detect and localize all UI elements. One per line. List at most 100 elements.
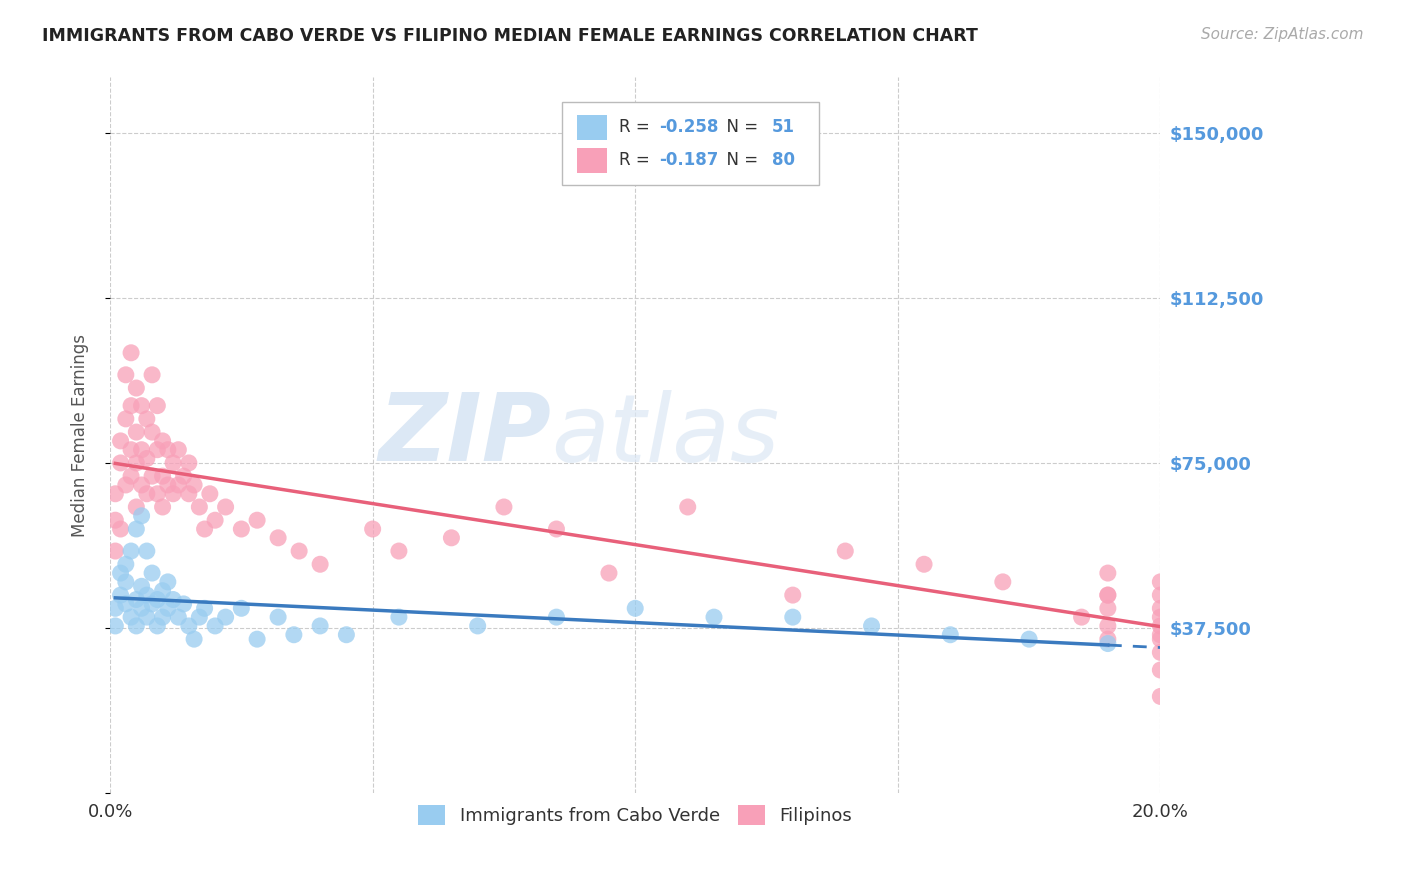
Point xyxy=(309,558,332,572)
Point xyxy=(676,500,699,514)
Point xyxy=(131,399,153,413)
FancyBboxPatch shape xyxy=(578,147,607,173)
Point xyxy=(440,531,463,545)
Point xyxy=(167,610,190,624)
Point xyxy=(131,478,153,492)
Point xyxy=(183,478,205,492)
Point xyxy=(173,597,195,611)
Point xyxy=(177,619,200,633)
Point xyxy=(1149,632,1171,647)
Point xyxy=(267,610,290,624)
Text: IMMIGRANTS FROM CABO VERDE VS FILIPINO MEDIAN FEMALE EARNINGS CORRELATION CHART: IMMIGRANTS FROM CABO VERDE VS FILIPINO M… xyxy=(42,27,979,45)
Point xyxy=(912,558,935,572)
Point xyxy=(388,610,411,624)
Point xyxy=(131,601,153,615)
Point xyxy=(104,513,127,527)
Point xyxy=(782,588,804,602)
Point xyxy=(624,601,647,615)
Point xyxy=(114,478,136,492)
Point xyxy=(204,619,226,633)
FancyBboxPatch shape xyxy=(578,115,607,140)
Point xyxy=(141,469,163,483)
Point xyxy=(267,531,290,545)
Point xyxy=(231,601,253,615)
Point xyxy=(288,544,311,558)
Point xyxy=(183,632,205,647)
Point xyxy=(141,597,163,611)
Point xyxy=(135,487,157,501)
Point xyxy=(1149,588,1171,602)
Point xyxy=(152,583,174,598)
Point xyxy=(167,442,190,457)
Point xyxy=(135,544,157,558)
Text: atlas: atlas xyxy=(551,390,779,481)
Text: -0.258: -0.258 xyxy=(659,119,718,136)
Point xyxy=(204,513,226,527)
Point xyxy=(125,425,148,439)
Y-axis label: Median Female Earnings: Median Female Earnings xyxy=(72,334,89,537)
Point xyxy=(1097,588,1119,602)
Point xyxy=(135,610,157,624)
Point xyxy=(135,412,157,426)
Point xyxy=(152,500,174,514)
Point xyxy=(1149,645,1171,659)
Point xyxy=(939,628,962,642)
Point xyxy=(152,610,174,624)
Point xyxy=(834,544,856,558)
Point xyxy=(120,346,142,360)
Legend: Immigrants from Cabo Verde, Filipinos: Immigrants from Cabo Verde, Filipinos xyxy=(409,796,862,834)
Point xyxy=(146,487,169,501)
Point xyxy=(162,487,184,501)
Point xyxy=(114,574,136,589)
Text: N =: N = xyxy=(716,119,763,136)
Point xyxy=(1149,619,1171,633)
Point xyxy=(135,451,157,466)
Text: 51: 51 xyxy=(772,119,794,136)
Point xyxy=(173,469,195,483)
Point xyxy=(152,434,174,448)
Point xyxy=(194,601,217,615)
Point xyxy=(1149,610,1171,624)
Point xyxy=(546,522,568,536)
Text: Source: ZipAtlas.com: Source: ZipAtlas.com xyxy=(1201,27,1364,42)
Point xyxy=(214,500,236,514)
Point xyxy=(1018,632,1040,647)
Point xyxy=(177,487,200,501)
Point xyxy=(162,592,184,607)
Point xyxy=(125,456,148,470)
Point xyxy=(120,610,142,624)
Point xyxy=(467,619,489,633)
Point xyxy=(125,381,148,395)
Point xyxy=(1097,636,1119,650)
Point xyxy=(388,544,411,558)
Point xyxy=(156,574,179,589)
Point xyxy=(1097,566,1119,580)
Point xyxy=(120,469,142,483)
Text: ZIP: ZIP xyxy=(378,390,551,482)
Point xyxy=(1149,663,1171,677)
Text: 80: 80 xyxy=(772,151,794,169)
Point xyxy=(114,368,136,382)
Point xyxy=(104,619,127,633)
Point xyxy=(1149,601,1171,615)
Point xyxy=(131,579,153,593)
Point xyxy=(110,566,132,580)
Text: -0.187: -0.187 xyxy=(659,151,718,169)
Point xyxy=(1149,628,1171,642)
Point xyxy=(194,522,217,536)
Point xyxy=(135,588,157,602)
Point xyxy=(125,522,148,536)
Point xyxy=(335,628,357,642)
Point xyxy=(156,478,179,492)
Point xyxy=(246,513,269,527)
Point xyxy=(246,632,269,647)
Point xyxy=(283,628,305,642)
Point xyxy=(1149,574,1171,589)
Point xyxy=(131,508,153,523)
Point xyxy=(214,610,236,624)
Point xyxy=(125,619,148,633)
Point xyxy=(120,399,142,413)
Point xyxy=(104,487,127,501)
Point xyxy=(991,574,1014,589)
Point xyxy=(598,566,620,580)
